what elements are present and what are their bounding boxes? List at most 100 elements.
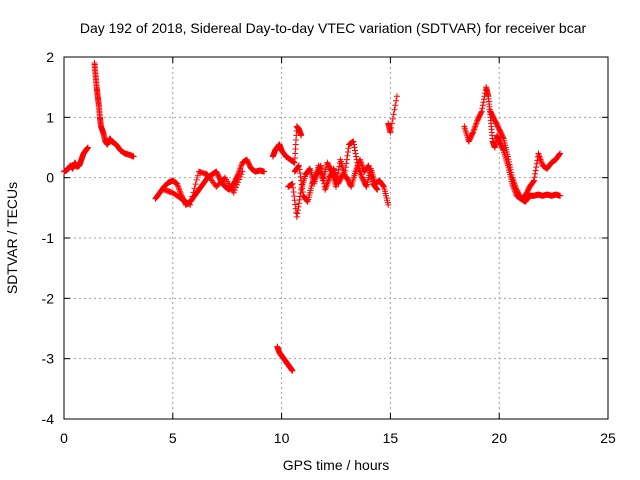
data-point: [342, 164, 349, 171]
x-tick-label: 10: [274, 430, 290, 446]
data-point: [306, 166, 313, 173]
data-point: [352, 147, 359, 154]
data-point: [296, 196, 303, 203]
grid-lines: [64, 57, 608, 419]
data-point: [186, 201, 193, 208]
x-tick-label: 0: [60, 430, 68, 446]
data-point: [500, 134, 507, 141]
y-tick-label: -2: [42, 290, 55, 306]
data-point: [343, 156, 350, 163]
y-tick-label: 2: [46, 49, 54, 65]
data-point: [299, 188, 306, 195]
data-point: [530, 178, 537, 185]
data-point: [193, 176, 200, 183]
data-point: [352, 150, 359, 157]
data-point: [188, 197, 195, 204]
data-point: [557, 192, 564, 199]
data-point: [505, 158, 512, 165]
data-point: [362, 182, 369, 189]
data-point: [292, 201, 299, 208]
data-point: [508, 169, 515, 176]
data-point: [236, 176, 243, 183]
data-point: [231, 187, 238, 194]
data-point: [507, 166, 514, 173]
data-point: [385, 201, 392, 208]
data-point: [344, 152, 351, 159]
data-point: [373, 185, 380, 192]
data-point: [232, 184, 239, 191]
data-point: [130, 153, 137, 160]
x-tick-label: 25: [600, 430, 616, 446]
data-point: [230, 189, 237, 196]
data-point: [387, 129, 394, 136]
data-point: [335, 166, 342, 173]
data-point: [194, 172, 201, 179]
data-point: [336, 163, 343, 170]
axis-ticks: 0 5 10 15 20 25 -4 -3 -2 -1 0 1 2: [42, 49, 616, 446]
data-point: [234, 172, 241, 179]
data-point: [389, 115, 396, 122]
data-point: [261, 168, 268, 175]
y-tick-label: -3: [42, 351, 55, 367]
data-point: [333, 183, 339, 190]
data-point: [478, 108, 485, 115]
data-point: [187, 201, 194, 208]
data-point: [505, 156, 512, 163]
data-point: [532, 170, 539, 177]
data-point: [380, 182, 387, 189]
data-point: [233, 181, 240, 188]
data-marks: [61, 60, 564, 374]
data-point: [350, 138, 357, 145]
data-point: [298, 177, 305, 184]
data-point: [556, 151, 563, 158]
data-point: [508, 172, 515, 179]
data-point: [504, 153, 511, 160]
data-point: [557, 150, 564, 157]
data-point: [350, 141, 357, 148]
x-tick-label: 5: [169, 430, 177, 446]
data-point: [318, 168, 325, 175]
data-point: [480, 99, 487, 106]
data-point: [189, 193, 196, 200]
data-point: [294, 207, 301, 214]
data-point: [393, 97, 400, 104]
y-axis-label: SDTVAR / TECUs: [4, 182, 20, 294]
data-point: [392, 102, 399, 109]
data-point: [318, 165, 325, 172]
data-point: [289, 180, 296, 187]
data-point: [239, 168, 246, 175]
data-point: [353, 153, 360, 160]
data-point: [374, 186, 381, 193]
data-point: [298, 132, 305, 139]
data-point: [294, 210, 301, 217]
data-point: [298, 181, 305, 188]
data-point: [289, 367, 296, 374]
data-point: [235, 179, 242, 186]
data-point: [192, 181, 199, 188]
data-point: [190, 189, 197, 196]
data-point: [393, 93, 400, 100]
data-point: [319, 171, 326, 178]
data-point: [389, 120, 396, 127]
y-tick-label: 0: [46, 170, 54, 186]
data-point: [290, 188, 297, 195]
data-point: [342, 167, 349, 174]
data-point: [317, 162, 324, 169]
data-point: [296, 166, 303, 173]
data-point: [533, 164, 540, 171]
y-tick-label: -1: [42, 230, 55, 246]
data-point: [469, 130, 476, 137]
data-point: [238, 171, 245, 178]
data-point: [390, 111, 397, 118]
data-point: [388, 124, 395, 131]
data-point: [533, 160, 540, 167]
data-point: [299, 185, 306, 192]
data-point: [237, 173, 244, 180]
y-tick-label: 1: [46, 109, 54, 125]
data-point: [479, 102, 486, 109]
data-point: [391, 106, 398, 113]
data-point: [293, 213, 300, 220]
data-point: [345, 145, 352, 152]
data-point: [335, 170, 342, 177]
